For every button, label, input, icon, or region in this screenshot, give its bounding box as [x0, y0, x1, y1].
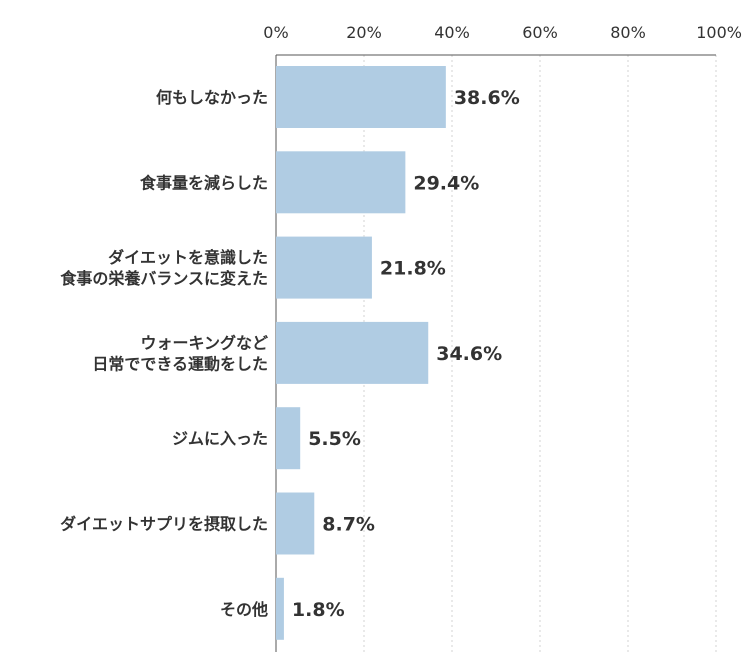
x-tick-label: 100% — [696, 23, 742, 42]
bar — [276, 492, 315, 555]
bar — [276, 66, 446, 128]
x-tick-label: 20% — [346, 23, 382, 42]
value-label: 38.6% — [454, 87, 520, 109]
bar — [276, 321, 429, 384]
value-label: 5.5% — [308, 428, 361, 450]
x-tick-label: 0% — [263, 23, 288, 42]
category-label: 何もしなかった — [156, 88, 268, 107]
bar — [276, 577, 284, 640]
x-tick-label: 60% — [522, 23, 558, 42]
x-tick-label: 40% — [434, 23, 470, 42]
category-label: 食事量を減らした — [139, 173, 268, 192]
bar — [276, 151, 406, 214]
category-label: ダイエットを意識した — [108, 248, 268, 267]
category-label: その他 — [220, 600, 268, 619]
value-label: 1.8% — [292, 599, 345, 621]
x-tick-labels: 0% 20% 40% 60% 80% 100% — [263, 23, 742, 42]
category-label: 日常でできる運動をした — [92, 354, 268, 373]
bar — [276, 407, 301, 470]
category-label: ウォーキングなど — [140, 333, 268, 352]
value-labels: 38.6% 29.4% 21.8% 34.6% 5.5% 8.7% 1.8% — [292, 87, 520, 621]
bars — [276, 66, 446, 640]
bar — [276, 236, 372, 299]
x-tick-label: 80% — [610, 23, 646, 42]
category-labels: 何もしなかった食事量を減らしたダイエットを意識した食事の栄養バランスに変えたウォ… — [59, 88, 268, 619]
category-label: ジムに入った — [172, 429, 268, 448]
category-label: ダイエットサプリを摂取した — [60, 515, 268, 534]
category-label: 食事の栄養バランスに変えた — [59, 269, 268, 288]
value-label: 34.6% — [436, 343, 502, 365]
value-label: 21.8% — [380, 258, 446, 280]
value-label: 8.7% — [322, 514, 375, 536]
value-label: 29.4% — [413, 172, 479, 194]
